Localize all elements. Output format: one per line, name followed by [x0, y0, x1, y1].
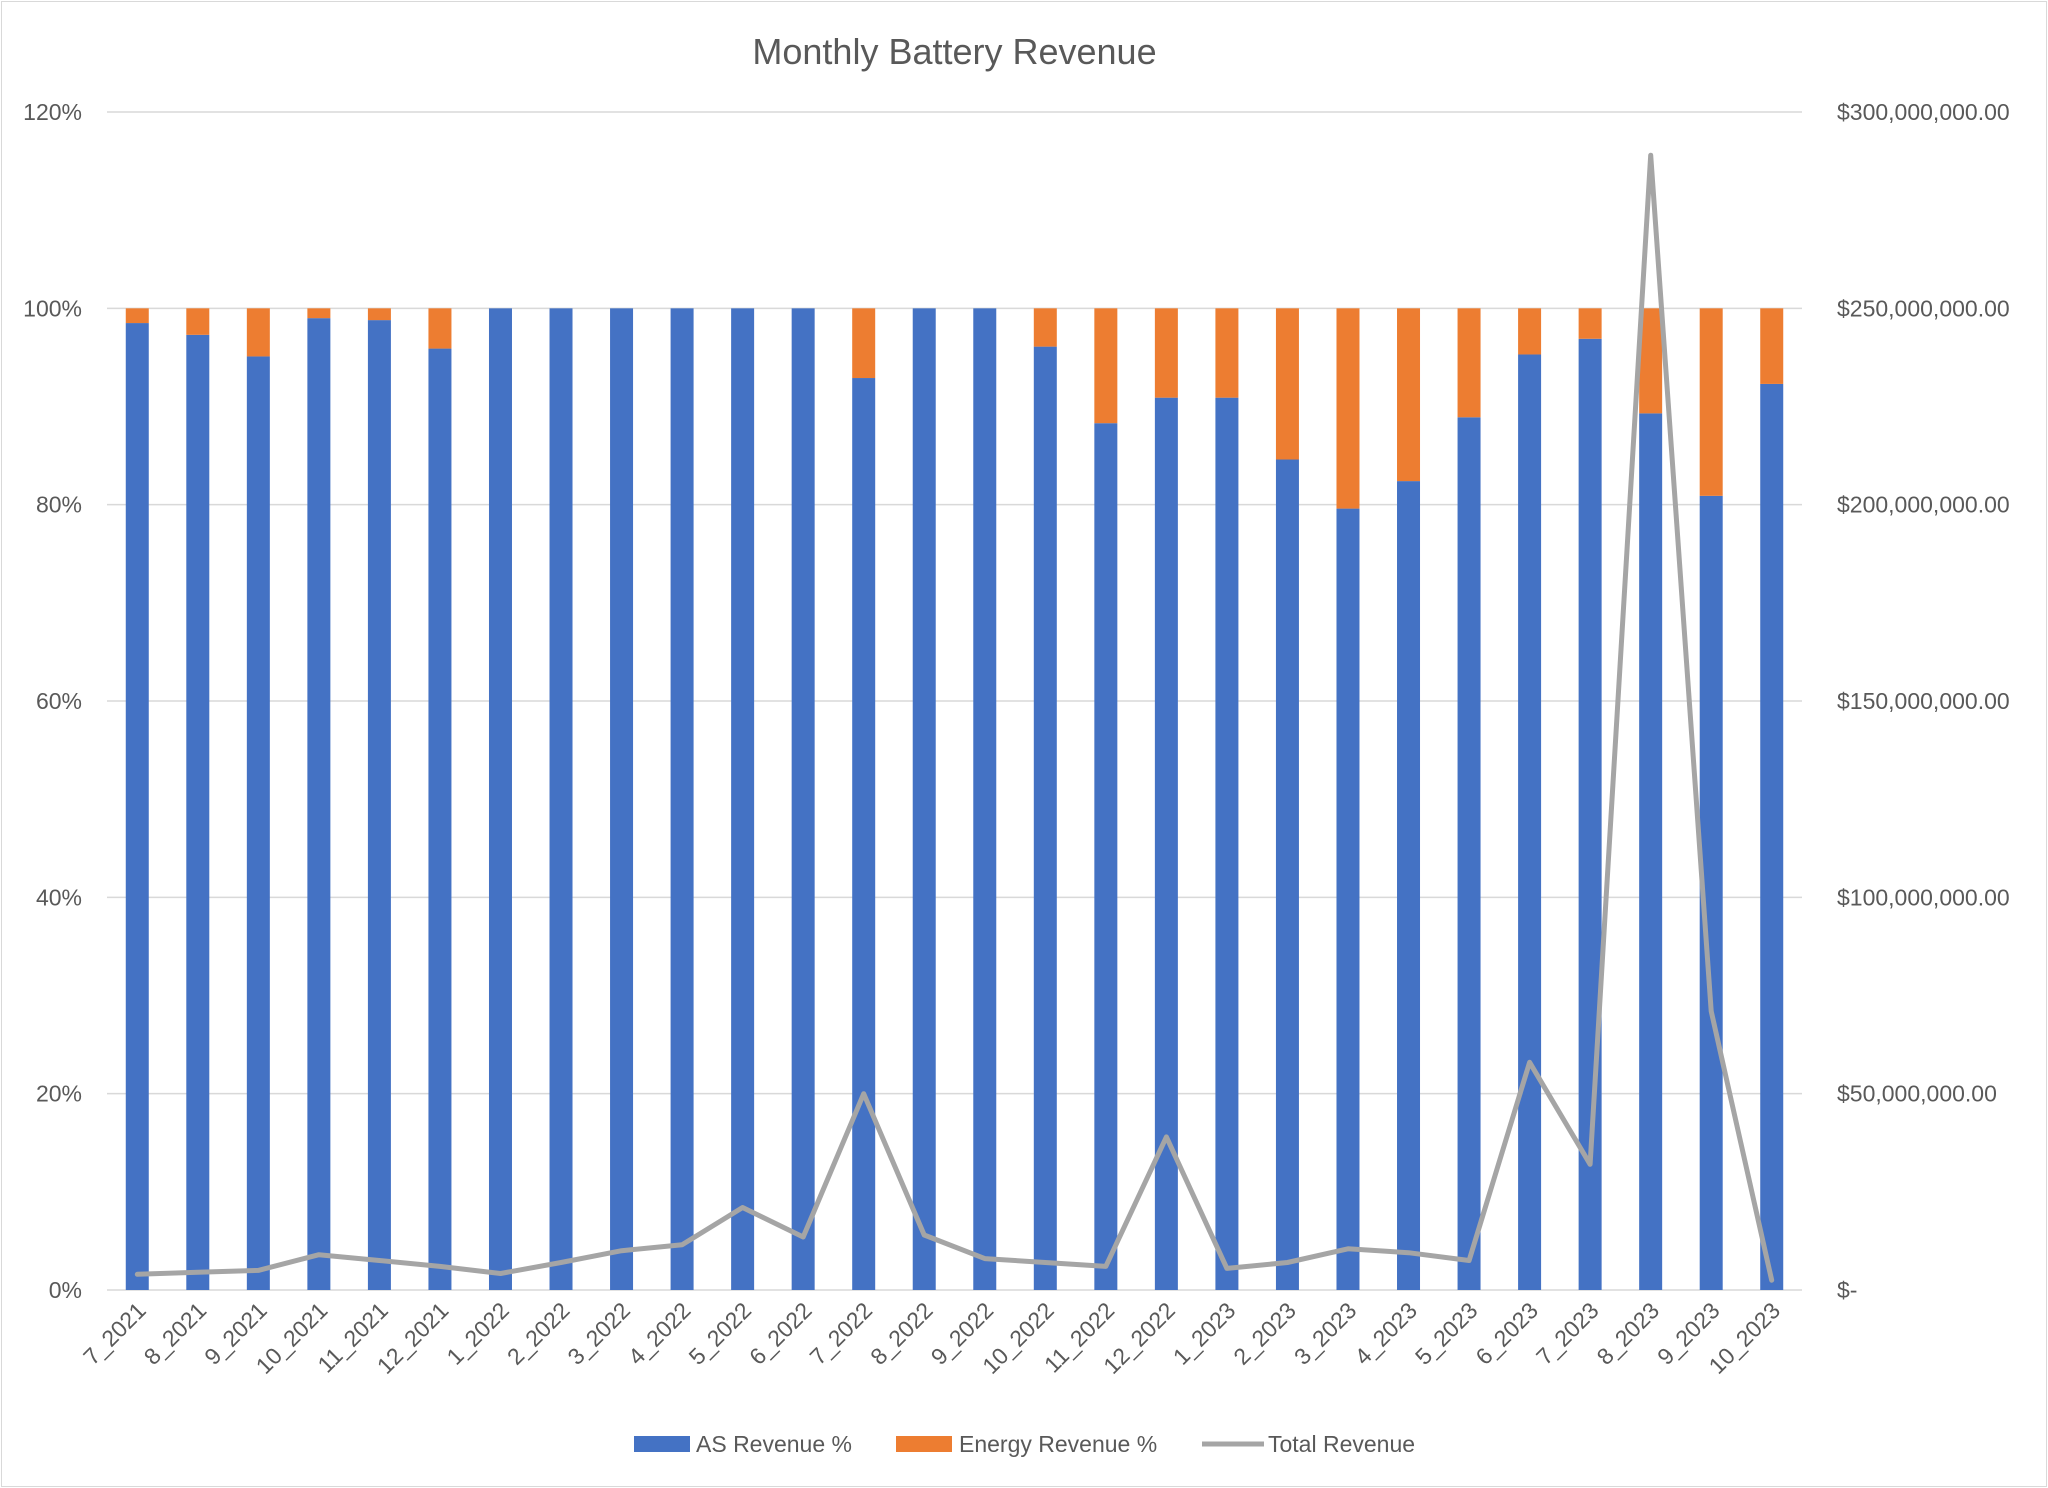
- x-tick-label: 3_2023: [1289, 1297, 1362, 1370]
- bar-as-revenue: [791, 308, 815, 1290]
- bar-as-revenue: [488, 308, 512, 1290]
- x-axis: 7_20218_20219_202110_202111_202112_20211…: [78, 1297, 1785, 1379]
- bar-energy-revenue: [1154, 308, 1178, 398]
- x-tick-label: 8_2023: [1592, 1297, 1665, 1370]
- bar-as-revenue: [912, 308, 936, 1290]
- x-tick-label: 2_2023: [1228, 1297, 1301, 1370]
- bar-as-revenue: [1094, 423, 1118, 1290]
- y-right-tick-label: $300,000,000.00: [1837, 99, 2010, 125]
- bar-as-revenue: [1699, 495, 1723, 1290]
- bar-energy-revenue: [1457, 308, 1481, 418]
- bar-as-revenue: [1518, 354, 1542, 1290]
- x-tick-label: 6_2022: [744, 1297, 817, 1370]
- x-tick-label: 8_2022: [865, 1297, 938, 1370]
- x-tick-label: 4_2022: [623, 1297, 696, 1370]
- bar-energy-revenue: [307, 308, 331, 319]
- total-revenue-line: [134, 152, 1775, 1283]
- x-tick-label: 5_2022: [684, 1297, 757, 1370]
- x-tick-label: 8_2021: [139, 1297, 212, 1370]
- x-tick-label: 4_2023: [1349, 1297, 1422, 1370]
- bar-as-revenue: [1336, 508, 1360, 1290]
- chart-title: Monthly Battery Revenue: [752, 31, 1156, 72]
- legend-label: AS Revenue %: [696, 1431, 852, 1457]
- y-left-tick-label: 100%: [23, 295, 82, 321]
- bar-energy-revenue: [1336, 308, 1360, 509]
- legend-swatch: [634, 1436, 690, 1452]
- bar-as-revenue: [549, 308, 573, 1290]
- y-axis-left: 0% 20% 40% 60% 80% 100% 120%: [23, 99, 82, 1303]
- x-tick-label: 1_2023: [1168, 1297, 1241, 1370]
- bar-energy-revenue: [1397, 308, 1421, 482]
- y-left-tick-label: 0%: [49, 1277, 82, 1303]
- y-right-tick-label: $150,000,000.00: [1837, 688, 2010, 714]
- bar-energy-revenue: [125, 308, 149, 324]
- x-tick-label: 2_2022: [502, 1297, 575, 1370]
- bars: [125, 308, 1784, 1291]
- bar-energy-revenue: [367, 308, 391, 321]
- gridlines: [107, 111, 1802, 1291]
- bar-as-revenue: [246, 356, 270, 1290]
- bar-as-revenue: [307, 318, 331, 1290]
- x-tick-label: 6_2023: [1470, 1297, 1543, 1370]
- legend-label: Energy Revenue %: [959, 1431, 1157, 1457]
- bar-energy-revenue: [852, 308, 876, 379]
- bar-as-revenue: [186, 334, 210, 1290]
- bar-as-revenue: [125, 323, 149, 1290]
- bar-as-revenue: [1033, 346, 1057, 1290]
- total-revenue-line-group: [134, 152, 1775, 1283]
- x-tick-label: 1_2022: [441, 1297, 514, 1370]
- x-tick-label: 5_2023: [1410, 1297, 1483, 1370]
- y-left-tick-label: 80%: [36, 492, 82, 518]
- y-right-tick-label: $200,000,000.00: [1837, 492, 2010, 518]
- y-left-tick-label: 40%: [36, 884, 82, 910]
- x-tick-label: 7_2023: [1531, 1297, 1604, 1370]
- bar-energy-revenue: [1518, 308, 1542, 355]
- bar-as-revenue: [852, 378, 876, 1290]
- y-right-tick-label: $-: [1837, 1277, 1857, 1303]
- x-tick-label: 7_2022: [805, 1297, 878, 1370]
- y-left-tick-label: 20%: [36, 1081, 82, 1107]
- bar-energy-revenue: [1033, 308, 1057, 347]
- y-right-tick-label: $50,000,000.00: [1837, 1081, 1997, 1107]
- bar-as-revenue: [428, 348, 452, 1290]
- bar-energy-revenue: [1094, 308, 1118, 424]
- legend-swatch: [896, 1436, 952, 1452]
- legend: AS Revenue % Energy Revenue % Total Revenu…: [634, 1431, 1415, 1457]
- bar-energy-revenue: [1639, 308, 1663, 414]
- bar-energy-revenue: [246, 308, 270, 357]
- y-axis-right: $- $50,000,000.00 $100,000,000.00 $150,000,…: [1837, 99, 2010, 1303]
- bar-as-revenue: [610, 308, 634, 1290]
- bar-as-revenue: [731, 308, 755, 1290]
- bar-as-revenue: [1760, 383, 1784, 1291]
- bar-as-revenue: [1457, 417, 1481, 1290]
- y-right-tick-label: $100,000,000.00: [1837, 884, 2010, 910]
- bar-energy-revenue: [1578, 308, 1602, 339]
- bar-as-revenue: [1275, 459, 1299, 1290]
- bar-energy-revenue: [1699, 308, 1723, 496]
- bar-as-revenue: [1397, 481, 1421, 1290]
- bar-energy-revenue: [1215, 308, 1239, 398]
- legend-label: Total Revenue: [1268, 1431, 1415, 1457]
- y-left-tick-label: 120%: [23, 99, 82, 125]
- bar-as-revenue: [1154, 397, 1178, 1290]
- bar-as-revenue: [367, 320, 391, 1290]
- y-right-tick-label: $250,000,000.00: [1837, 295, 2010, 321]
- bar-energy-revenue: [1275, 308, 1299, 460]
- bar-as-revenue: [973, 308, 997, 1290]
- bar-as-revenue: [670, 308, 694, 1290]
- x-tick-label: 7_2021: [78, 1297, 151, 1370]
- bar-energy-revenue: [186, 308, 210, 335]
- bar-as-revenue: [1639, 413, 1663, 1290]
- bar-energy-revenue: [428, 308, 452, 349]
- bar-as-revenue: [1215, 397, 1239, 1290]
- bar-energy-revenue: [1760, 308, 1784, 384]
- y-left-tick-label: 60%: [36, 688, 82, 714]
- x-tick-label: 3_2022: [562, 1297, 635, 1370]
